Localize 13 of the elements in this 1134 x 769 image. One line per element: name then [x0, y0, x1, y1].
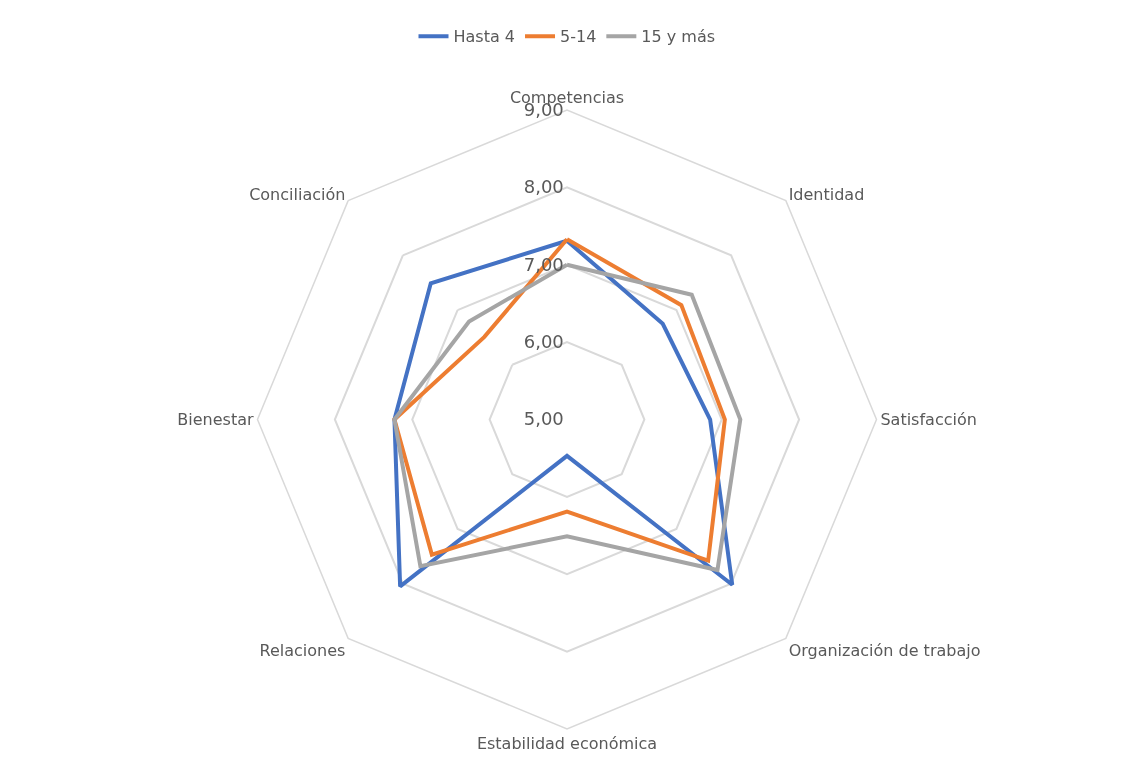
y-tick-label: 6,00 [523, 330, 564, 352]
spoke-label: Relaciones [259, 641, 346, 661]
spoke-label: Identidad [788, 184, 865, 204]
spoke-label: Satisfacción [880, 410, 977, 430]
legend-label: Hasta 4 [453, 27, 516, 47]
y-tick-label: 5,00 [523, 408, 564, 430]
spoke-label: Estabilidad económica [476, 733, 658, 753]
legend-label: 15 y más [641, 27, 716, 47]
legend-label: 5-14 [560, 27, 597, 47]
spoke-label: Conciliación [249, 184, 346, 204]
spoke-label: Bienestar [177, 410, 254, 430]
spoke-label: Organización de trabajo [788, 641, 981, 661]
y-tick-label: 8,00 [523, 176, 564, 198]
